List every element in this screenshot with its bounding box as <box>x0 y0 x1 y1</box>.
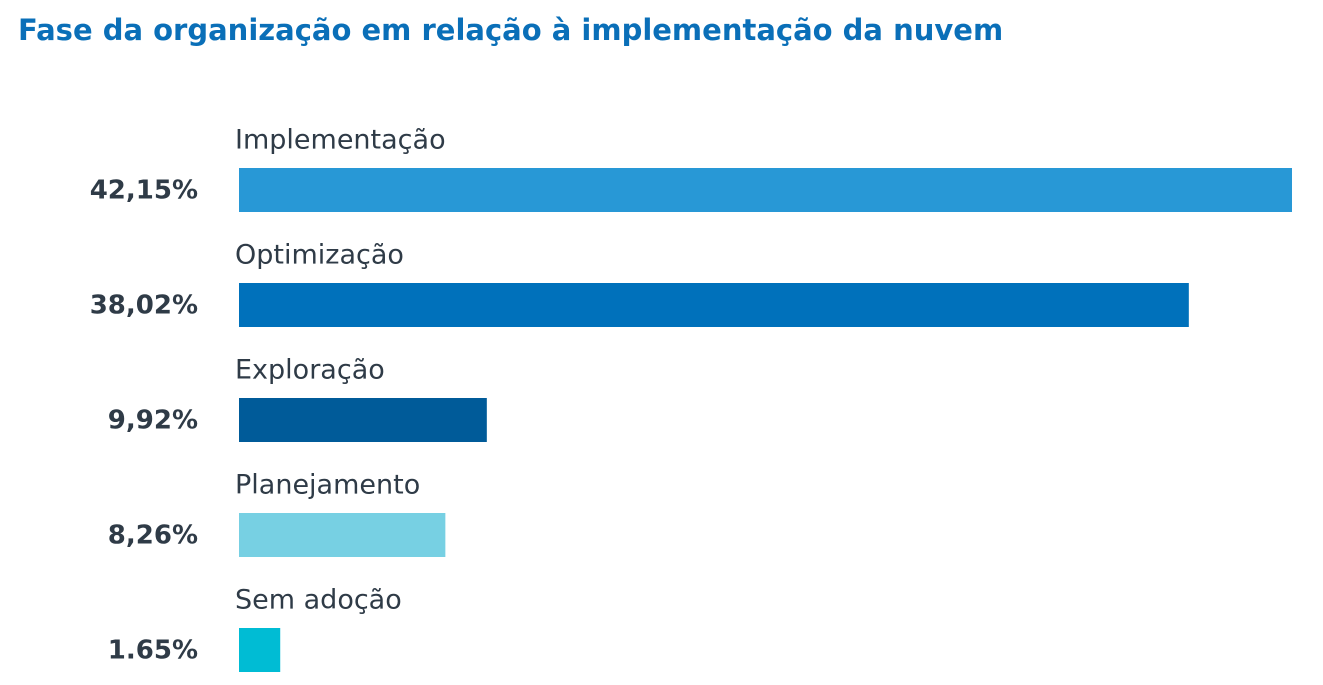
value-label: 1.65% <box>108 636 198 666</box>
category-label: Implementação <box>235 125 446 156</box>
value-label: 38,02% <box>90 291 198 321</box>
value-label: 9,92% <box>108 406 198 436</box>
category-label: Sem adoção <box>235 585 402 616</box>
category-label: Optimização <box>235 240 404 271</box>
bar <box>239 168 1292 212</box>
bar <box>239 628 281 672</box>
category-label: Exploração <box>235 355 385 386</box>
bar <box>239 283 1189 327</box>
value-label: 42,15% <box>90 176 198 206</box>
value-label: 8,26% <box>108 521 198 551</box>
category-label: Planejamento <box>235 470 420 501</box>
bar <box>239 398 487 442</box>
bar <box>239 513 446 557</box>
chart-title: Fase da organização em relação à impleme… <box>18 13 1003 47</box>
